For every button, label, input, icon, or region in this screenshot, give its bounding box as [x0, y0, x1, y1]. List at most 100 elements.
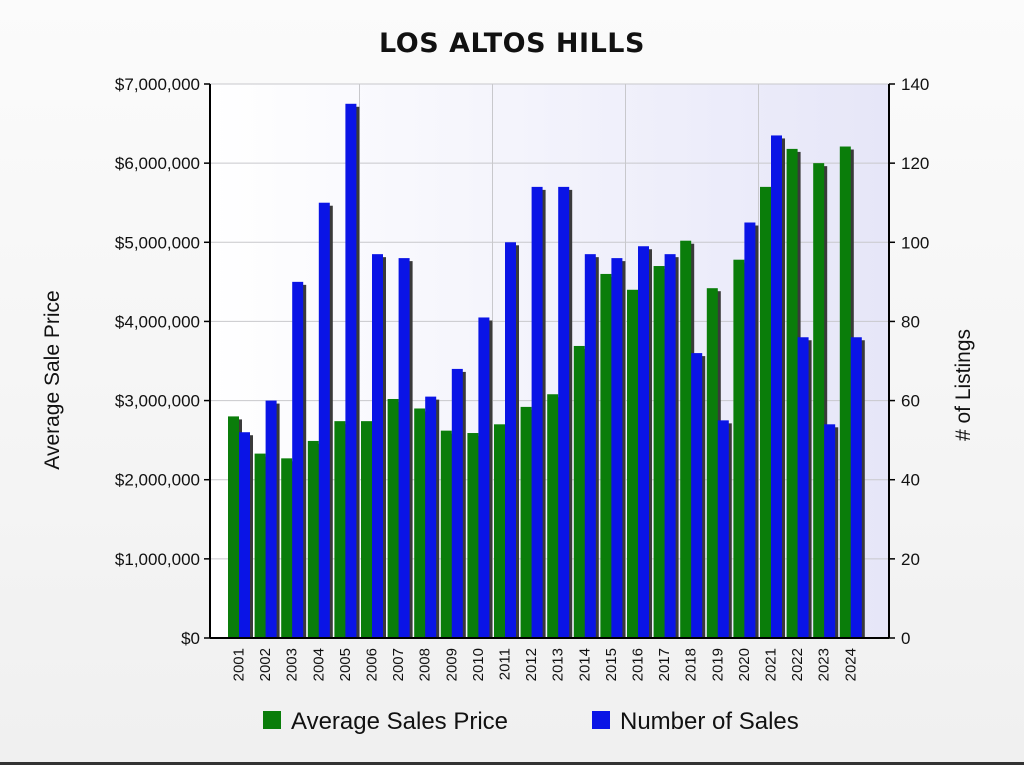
bar-average-sales-price: [600, 273, 612, 638]
y2-tick-label: 40: [901, 471, 920, 490]
x-tick-label: 2001: [231, 648, 248, 681]
y2-tick-label: 80: [901, 312, 920, 331]
y2-tick-label: 60: [901, 392, 920, 411]
x-tick-label: 2023: [816, 648, 833, 681]
bar-average-sales-price: [760, 186, 771, 638]
bar-average-sales-price: [228, 416, 239, 638]
x-tick-label: 2024: [842, 648, 859, 681]
y2-tick-label: 0: [901, 629, 910, 648]
x-tick-label: 2007: [390, 648, 407, 681]
bar-number-of-sales: [265, 400, 277, 638]
bar-number-of-sales: [372, 254, 383, 638]
bar-number-of-sales: [771, 135, 782, 638]
bar-average-sales-price: [813, 163, 825, 638]
bar-average-sales-price: [414, 408, 426, 638]
y-tick-label: $5,000,000: [115, 233, 200, 252]
x-tick-label: 2021: [763, 648, 780, 681]
bar-number-of-sales: [478, 317, 490, 638]
bar-number-of-sales: [611, 258, 623, 638]
bar-number-of-sales: [531, 186, 543, 638]
bar-number-of-sales: [505, 242, 516, 639]
bar-number-of-sales: [717, 420, 729, 638]
x-tick-label: 2019: [709, 648, 726, 681]
x-tick-label: 2014: [576, 648, 593, 681]
y-tick-label: $4,000,000: [115, 312, 200, 331]
x-tick-label: 2003: [284, 648, 301, 681]
bar-number-of-sales: [638, 246, 649, 638]
axes: [204, 83, 895, 639]
x-tick-label: 2006: [364, 648, 381, 681]
bar-number-of-sales: [451, 368, 463, 638]
x-tick-label: 2004: [310, 648, 327, 681]
y-tick-label: $0: [181, 629, 200, 648]
x-tick-label: 2012: [523, 648, 540, 681]
bar-average-sales-price: [440, 430, 452, 638]
bars: [228, 103, 865, 639]
bar-average-sales-price: [467, 433, 479, 638]
bar-number-of-sales: [850, 337, 862, 638]
bar-average-sales-price: [547, 394, 559, 638]
bar-average-sales-price: [520, 406, 532, 638]
bar-average-sales-price: [573, 345, 585, 638]
x-tick-label: 2010: [470, 648, 487, 681]
y2-tick-label: 120: [901, 154, 929, 173]
x-tick-label: 2018: [683, 648, 700, 681]
x-tick-label: 2005: [337, 648, 354, 681]
bar-number-of-sales: [558, 186, 570, 638]
y2-tick-label: 100: [901, 233, 929, 252]
bar-average-sales-price: [706, 288, 718, 638]
bar-average-sales-price: [254, 453, 266, 638]
legend-swatch: [263, 711, 281, 729]
x-tick-label: 2002: [257, 648, 274, 681]
x-tick-label: 2011: [497, 648, 514, 680]
bar-number-of-sales: [425, 396, 437, 638]
bar-average-sales-price: [653, 266, 665, 638]
bar-number-of-sales: [664, 254, 676, 638]
bar-number-of-sales: [744, 222, 756, 638]
x-tick-label: 2009: [443, 648, 460, 681]
bar-average-sales-price: [733, 259, 745, 638]
bar-average-sales-price: [494, 424, 505, 638]
legend: Average Sales Price Number of Sales: [263, 708, 799, 735]
bar-number-of-sales: [345, 103, 357, 639]
x-tick-label: 2022: [789, 648, 806, 681]
bar-average-sales-price: [307, 440, 319, 638]
bar-average-sales-price: [361, 421, 372, 638]
y-tick-label: $2,000,000: [115, 471, 200, 490]
bar-average-sales-price: [387, 398, 399, 638]
bottom-border: [0, 762, 1024, 765]
x-tick-label: 2020: [736, 648, 753, 681]
y2-tick-label: 20: [901, 550, 920, 569]
bar-average-sales-price: [627, 289, 638, 638]
legend-label: Number of Sales: [620, 708, 799, 735]
bar-number-of-sales: [584, 254, 596, 638]
y2-tick-label: 140: [901, 75, 929, 94]
bar-number-of-sales: [239, 432, 250, 638]
bar-average-sales-price: [839, 146, 851, 638]
x-tick-label: 2008: [417, 648, 434, 681]
bar-number-of-sales: [398, 258, 410, 638]
bar-number-of-sales: [824, 424, 836, 638]
x-tick-label: 2013: [550, 648, 567, 681]
x-tick-label: 2017: [656, 648, 673, 681]
y-tick-label: $7,000,000: [115, 75, 200, 94]
x-tick-label: 2015: [603, 648, 620, 681]
legend-label: Average Sales Price: [291, 708, 508, 735]
y-tick-label: $1,000,000: [115, 550, 200, 569]
bar-average-sales-price: [680, 240, 692, 638]
bar-number-of-sales: [318, 202, 330, 638]
y-tick-label: $6,000,000: [115, 154, 200, 173]
bar-average-sales-price: [786, 148, 798, 638]
bar-number-of-sales: [691, 353, 703, 638]
bar-number-of-sales: [292, 281, 304, 638]
bar-average-sales-price: [281, 458, 293, 638]
y2-axis-title: # of Listings: [952, 329, 975, 441]
y-tick-label: $3,000,000: [115, 392, 200, 411]
x-tick-label: 2016: [630, 648, 647, 681]
y-axis-title: Average Sale Price: [41, 290, 64, 469]
bar-average-sales-price: [334, 421, 346, 638]
bar-number-of-sales: [797, 337, 809, 638]
chart-title: LOS ALTOS HILLS: [379, 28, 645, 59]
